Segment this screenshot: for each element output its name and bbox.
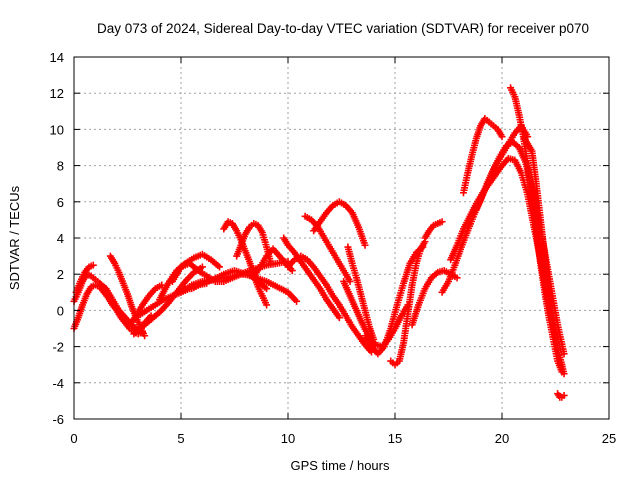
y-tick-label: 2 — [57, 267, 64, 282]
series-sat-track-30 — [519, 133, 566, 369]
y-tick-label: 14 — [50, 50, 64, 65]
y-tick-label: 8 — [57, 159, 64, 174]
series-sat-track-13 — [233, 220, 275, 267]
data-point — [346, 277, 354, 285]
chart-title: Day 073 of 2024, Sidereal Day-to-day VTE… — [97, 21, 589, 36]
series-sat-track-28 — [472, 122, 532, 213]
axis-ticks — [73, 56, 610, 420]
series-sat-track-15 — [280, 234, 343, 322]
data-point — [198, 263, 206, 271]
x-tick-label: 20 — [495, 431, 509, 446]
data-point — [558, 368, 566, 376]
data-point — [558, 361, 566, 369]
y-axis-label: SDTVAR / TECUs — [7, 185, 22, 290]
data-point — [453, 274, 461, 282]
data-point — [335, 314, 343, 322]
y-tick-label: 12 — [50, 86, 64, 101]
data-point — [263, 301, 271, 309]
series-sat-track-27 — [459, 115, 506, 197]
series-sat-track-18 — [310, 198, 369, 249]
y-tick-labels: -6 -4 -2 0 2 4 6 8 10 12 14 — [50, 50, 64, 427]
y-tick-label: -4 — [52, 376, 64, 391]
x-tick-label: 10 — [281, 431, 295, 446]
series-sat-track-24 — [421, 218, 446, 242]
data-point — [438, 218, 446, 226]
data-point — [293, 297, 301, 305]
data-point — [141, 332, 149, 340]
data-point — [263, 285, 271, 293]
x-tick-labels: 0 5 10 15 20 25 — [70, 431, 616, 446]
x-axis-label: GPS time / hours — [291, 458, 390, 473]
series-sat-track-17 — [301, 212, 354, 285]
y-tick-label: 10 — [50, 122, 64, 137]
data-point — [216, 263, 224, 271]
data-point — [361, 241, 369, 249]
x-tick-label: 0 — [70, 431, 77, 446]
y-tick-label: 6 — [57, 195, 64, 210]
data-point — [498, 133, 506, 141]
y-tick-label: 0 — [57, 303, 64, 318]
data-point — [560, 350, 568, 358]
series-sat-track-16 — [284, 252, 375, 356]
x-tick-label: 15 — [388, 431, 402, 446]
series-sat-track-08 — [156, 250, 224, 304]
data-point — [89, 261, 97, 269]
x-tick-label: 25 — [602, 431, 616, 446]
x-tick-label: 5 — [177, 431, 184, 446]
series-sat-track-03 — [72, 261, 97, 296]
series-sat-track-31 — [554, 390, 568, 401]
data-point — [288, 267, 296, 275]
y-tick-label: -2 — [52, 340, 64, 355]
data-point — [560, 391, 568, 399]
series-sat-track-22 — [387, 238, 429, 369]
data-points — [70, 84, 568, 401]
y-tick-label: 4 — [57, 231, 64, 246]
y-tick-label: -6 — [52, 412, 64, 427]
data-point — [267, 259, 275, 267]
